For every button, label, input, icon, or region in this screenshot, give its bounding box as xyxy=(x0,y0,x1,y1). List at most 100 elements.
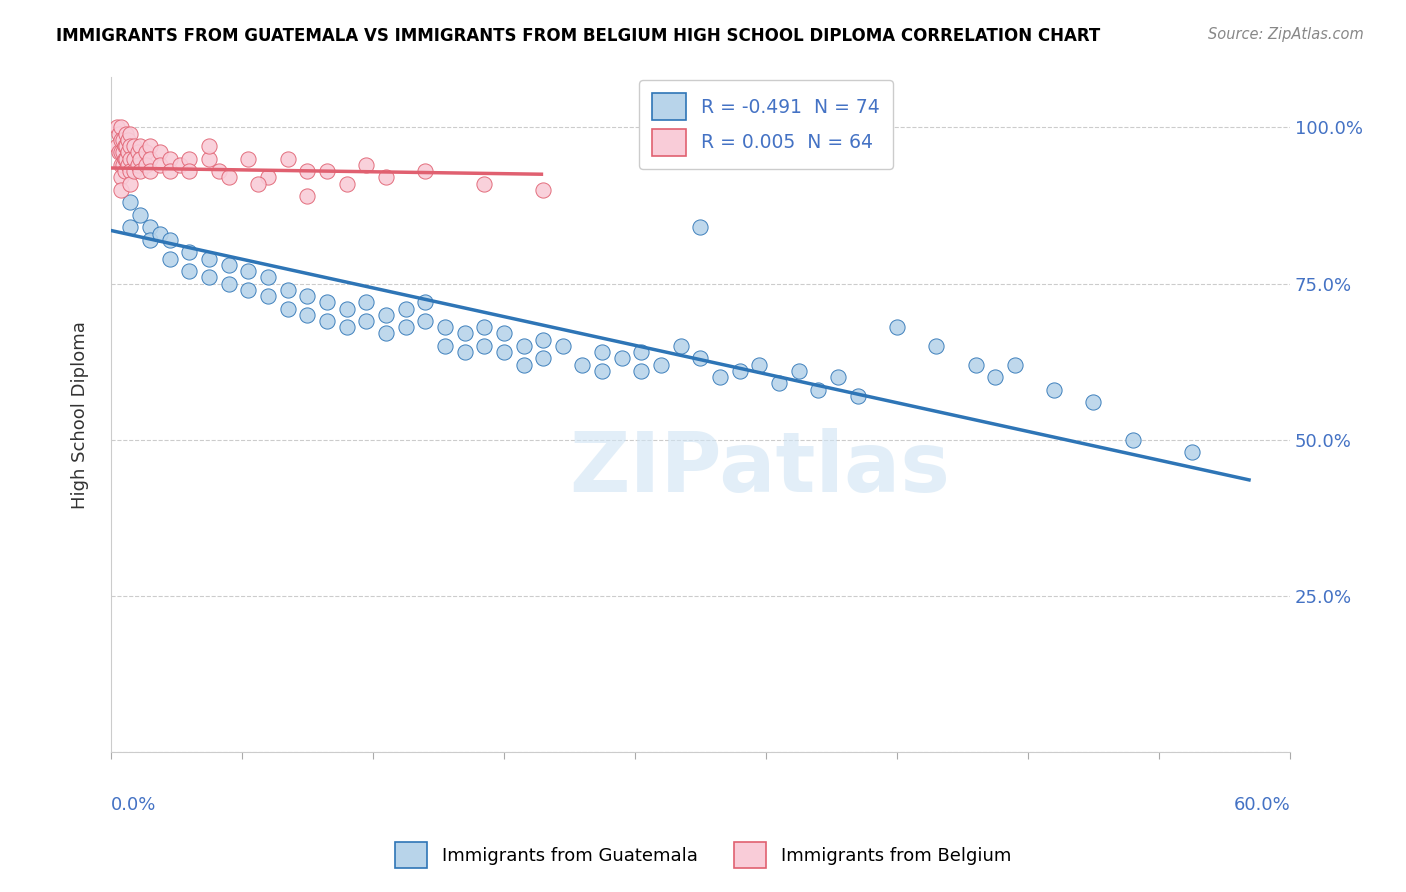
Point xyxy=(149,227,172,241)
Point xyxy=(115,152,138,166)
Point xyxy=(110,183,132,197)
Point xyxy=(149,145,172,160)
Point xyxy=(827,370,849,384)
Point xyxy=(316,295,339,310)
Point xyxy=(650,358,672,372)
Point xyxy=(336,177,359,191)
Text: ZIPatlas: ZIPatlas xyxy=(569,428,950,509)
Point xyxy=(257,289,280,303)
Point xyxy=(120,220,142,235)
Point xyxy=(571,358,593,372)
Point xyxy=(120,195,142,210)
Point xyxy=(356,314,378,328)
Point xyxy=(198,252,221,266)
Point xyxy=(179,152,201,166)
Point xyxy=(198,139,221,153)
Point xyxy=(117,158,139,172)
Point xyxy=(110,158,132,172)
Point xyxy=(129,152,152,166)
Point xyxy=(374,170,396,185)
Point xyxy=(336,301,359,316)
Text: 0.0%: 0.0% xyxy=(111,796,156,814)
Point xyxy=(110,133,132,147)
Point xyxy=(129,139,152,153)
Point xyxy=(135,145,157,160)
Point xyxy=(115,127,138,141)
Point xyxy=(169,158,191,172)
Point xyxy=(413,314,436,328)
Point xyxy=(413,295,436,310)
Point xyxy=(433,339,456,353)
Point xyxy=(120,164,142,178)
Point xyxy=(356,295,378,310)
Point xyxy=(120,127,142,141)
Point xyxy=(247,177,270,191)
Point xyxy=(127,158,149,172)
Point xyxy=(114,164,136,178)
Point xyxy=(208,164,231,178)
Point xyxy=(689,220,711,235)
Point xyxy=(135,158,157,172)
Point xyxy=(591,364,613,378)
Point xyxy=(257,270,280,285)
Point xyxy=(179,264,201,278)
Point xyxy=(531,351,554,366)
Point xyxy=(159,152,181,166)
Point xyxy=(218,170,240,185)
Point xyxy=(316,164,339,178)
Point xyxy=(111,158,134,172)
Point xyxy=(965,358,987,372)
Point xyxy=(787,364,810,378)
Point xyxy=(218,258,240,272)
Point xyxy=(114,139,136,153)
Point xyxy=(139,139,162,153)
Point xyxy=(356,158,378,172)
Point xyxy=(179,164,201,178)
Point xyxy=(117,145,139,160)
Point xyxy=(1122,433,1144,447)
Point xyxy=(610,351,633,366)
Point xyxy=(1181,445,1204,459)
Point xyxy=(1083,395,1105,409)
Point xyxy=(728,364,751,378)
Point xyxy=(257,170,280,185)
Point xyxy=(748,358,770,372)
Point xyxy=(139,220,162,235)
Point xyxy=(115,139,138,153)
Point xyxy=(531,183,554,197)
Point xyxy=(129,164,152,178)
Y-axis label: High School Diploma: High School Diploma xyxy=(72,321,89,508)
Point xyxy=(886,320,908,334)
Point xyxy=(198,152,221,166)
Point xyxy=(630,345,652,359)
Point xyxy=(111,133,134,147)
Point xyxy=(120,177,142,191)
Point xyxy=(110,145,132,160)
Point xyxy=(472,320,495,334)
Point xyxy=(551,339,574,353)
Point xyxy=(277,152,299,166)
Point xyxy=(768,376,790,391)
Point xyxy=(107,145,129,160)
Point xyxy=(374,308,396,322)
Point xyxy=(111,145,134,160)
Point xyxy=(179,245,201,260)
Point xyxy=(159,164,181,178)
Point xyxy=(669,339,692,353)
Point xyxy=(453,345,475,359)
Point xyxy=(105,139,128,153)
Point xyxy=(472,177,495,191)
Point xyxy=(394,301,416,316)
Point xyxy=(453,326,475,341)
Point xyxy=(374,326,396,341)
Point xyxy=(107,127,129,141)
Text: 60.0%: 60.0% xyxy=(1233,796,1291,814)
Point xyxy=(139,164,162,178)
Point xyxy=(846,389,869,403)
Point xyxy=(925,339,948,353)
Point xyxy=(238,283,260,297)
Text: Source: ZipAtlas.com: Source: ZipAtlas.com xyxy=(1208,27,1364,42)
Point xyxy=(277,283,299,297)
Point xyxy=(297,189,319,203)
Legend: R = -0.491  N = 74, R = 0.005  N = 64: R = -0.491 N = 74, R = 0.005 N = 64 xyxy=(638,80,893,169)
